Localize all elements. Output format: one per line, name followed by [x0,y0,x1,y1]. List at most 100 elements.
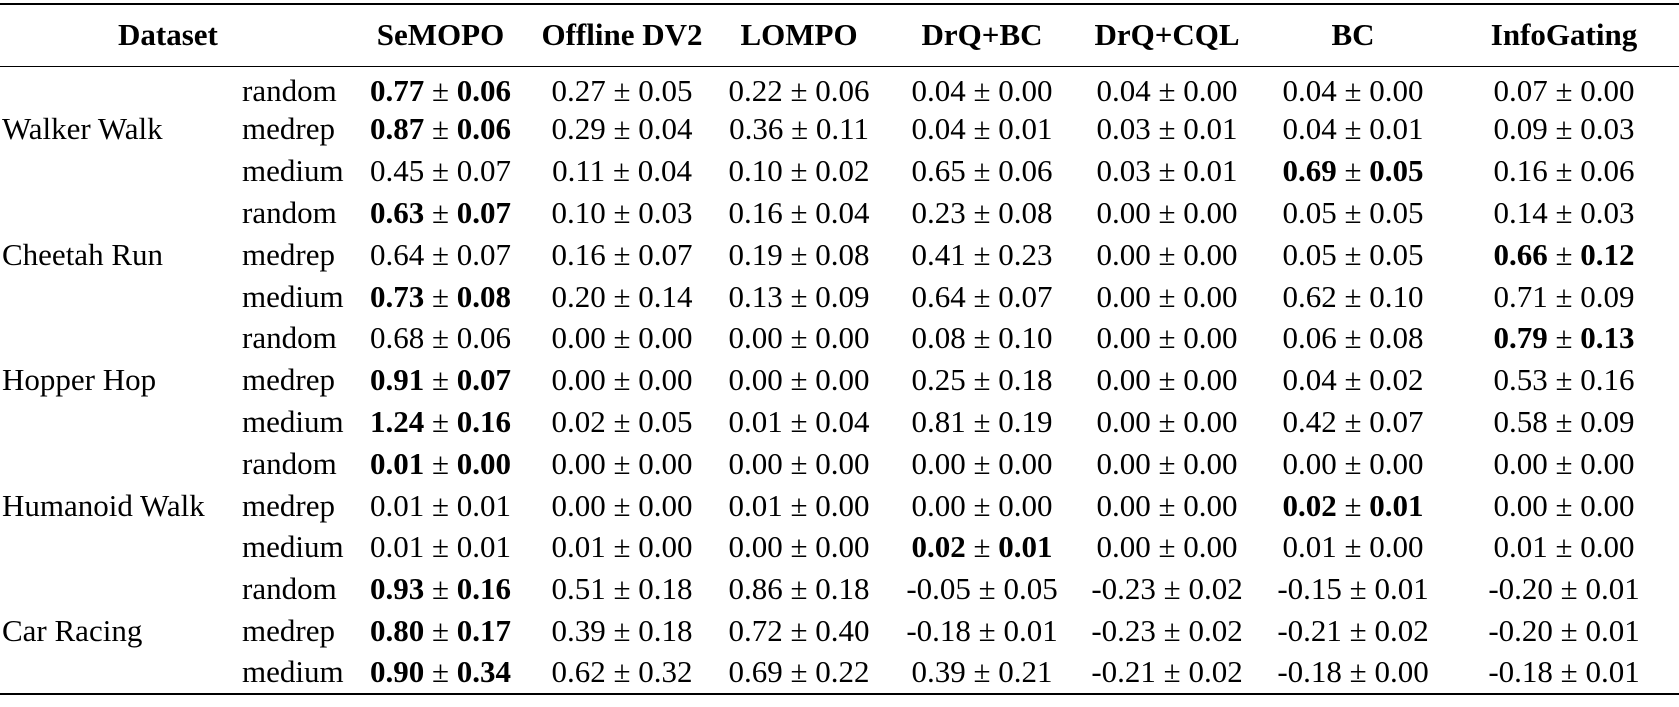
score-std: 0.08 [1369,320,1424,356]
score-std: 0.21 [998,654,1053,690]
score-std: 0.06 [456,111,512,147]
plus-minus-sign: ± [432,278,450,314]
table-row: medium 0.90 ± 0.34 0.62 ± 0.32 0.69 ± 0.22 0… [0,652,1679,694]
score-std: 0.02 [815,153,870,189]
score-mean: 0.13 [728,278,783,314]
score-mean: 0.22 [728,72,783,108]
score-mean: 0.66 [1493,236,1548,272]
plus-minus-sign: ± [1555,487,1573,523]
plus-minus-sign: ± [1344,111,1362,147]
plus-minus-sign: ± [1344,72,1362,108]
score-mean: 0.07 [1493,72,1548,108]
plus-minus-sign: ± [1158,72,1176,108]
score-mean: 0.04 [1282,72,1337,108]
score-std: 0.00 [998,487,1053,523]
score-cell: 0.51 ± 0.18 [533,568,711,610]
score-std: 0.06 [998,153,1053,189]
plus-minus-sign: ± [432,362,450,398]
score-cell: 0.00 ± 0.00 [1077,276,1257,318]
score-mean: 0.81 [911,403,966,439]
plus-minus-sign: ± [790,487,808,523]
score-mean: -0.23 [1091,612,1156,648]
score-mean: 0.00 [1493,445,1548,481]
plus-minus-sign: ± [978,612,996,648]
plus-minus-sign: ± [1349,571,1367,607]
score-cell: 0.04 ± 0.00 [1077,66,1257,109]
score-cell: 0.16 ± 0.04 [711,192,887,234]
score-cell: 0.01 ± 0.04 [711,401,887,443]
score-cell: -0.23 ± 0.02 [1077,610,1257,652]
split-label: medium [242,403,344,439]
score-std: 0.00 [998,72,1053,108]
plus-minus-sign: ± [613,487,631,523]
score-cell: 0.66 ± 0.12 [1449,234,1679,276]
plus-minus-sign: ± [1344,320,1362,356]
score-std: 0.01 [1585,612,1640,648]
score-mean: 0.65 [911,153,966,189]
score-mean: 0.00 [728,362,783,398]
split-label: medrep [242,362,335,398]
score-cell: 0.23 ± 0.08 [887,192,1077,234]
score-cell: -0.18 ± 0.00 [1257,652,1449,694]
score-std: 0.40 [815,612,870,648]
score-mean: 0.04 [1282,362,1337,398]
plus-minus-sign: ± [432,445,450,481]
score-cell: 1.24 ± 0.16 [348,401,533,443]
score-mean: 0.69 [1282,153,1337,189]
score-std: 0.05 [1369,194,1424,230]
table-row: random 0.68 ± 0.06 0.00 ± 0.00 0.00 ± 0.00 0… [0,317,1679,359]
score-mean: 0.01 [370,529,425,565]
score-mean: 0.27 [551,72,606,108]
score-std: 0.00 [1183,487,1238,523]
plus-minus-sign: ± [973,529,991,565]
score-cell: -0.20 ± 0.01 [1449,610,1679,652]
plus-minus-sign: ± [1163,654,1181,690]
score-std: 0.00 [1183,320,1238,356]
plus-minus-sign: ± [1555,278,1573,314]
split-label: medium [242,654,344,690]
plus-minus-sign: ± [1344,362,1362,398]
score-mean: 0.00 [728,445,783,481]
score-std: 0.00 [1369,445,1424,481]
score-mean: 0.00 [551,362,606,398]
score-std: 0.23 [998,236,1053,272]
score-mean: 0.45 [370,153,425,189]
score-mean: 0.01 [551,529,606,565]
score-cell: 0.01 ± 0.00 [1449,526,1679,568]
plus-minus-sign: ± [790,278,808,314]
score-std: 0.01 [1369,487,1424,523]
score-cell: -0.18 ± 0.01 [1449,652,1679,694]
score-mean: -0.15 [1277,571,1342,607]
table-row: random 0.93 ± 0.16 0.51 ± 0.18 0.86 ± 0.18-… [0,568,1679,610]
score-mean: 0.69 [728,654,783,690]
score-cell: 0.00 ± 0.00 [887,485,1077,527]
plus-minus-sign: ± [790,320,808,356]
score-std: 0.07 [456,194,512,230]
score-std: 0.01 [998,529,1053,565]
score-cell: 0.00 ± 0.00 [711,317,887,359]
plus-minus-sign: ± [613,362,631,398]
plus-minus-sign: ± [1344,194,1362,230]
score-std: 0.01 [1369,111,1424,147]
score-mean: 0.00 [1096,529,1151,565]
score-cell: 0.04 ± 0.01 [887,109,1077,151]
header-method: DrQ+BC [887,4,1078,67]
dataset-name-cell: Humanoid Walk [2,487,205,523]
score-cell: 0.19 ± 0.08 [711,234,887,276]
score-std: 0.00 [1369,529,1424,565]
plus-minus-sign: ± [1344,529,1362,565]
score-std: 0.18 [815,571,870,607]
score-std: 0.00 [1183,278,1238,314]
score-std: 0.05 [638,403,693,439]
score-std: 0.00 [1369,72,1424,108]
table-row: Hopper Hop medrep 0.91 ± 0.07 0.00 ± 0.00 0.… [0,359,1679,401]
score-mean: -0.05 [906,571,971,607]
score-cell: -0.18 ± 0.01 [887,610,1077,652]
score-mean: 0.01 [1493,529,1548,565]
score-std: 0.19 [998,403,1053,439]
plus-minus-sign: ± [973,236,991,272]
score-std: 0.04 [815,194,870,230]
score-cell: 0.02 ± 0.05 [533,401,711,443]
header-row: Dataset SeMOPO Offline DV2 LOMPO DrQ+BC … [0,4,1679,67]
score-mean: -0.18 [1488,654,1553,690]
